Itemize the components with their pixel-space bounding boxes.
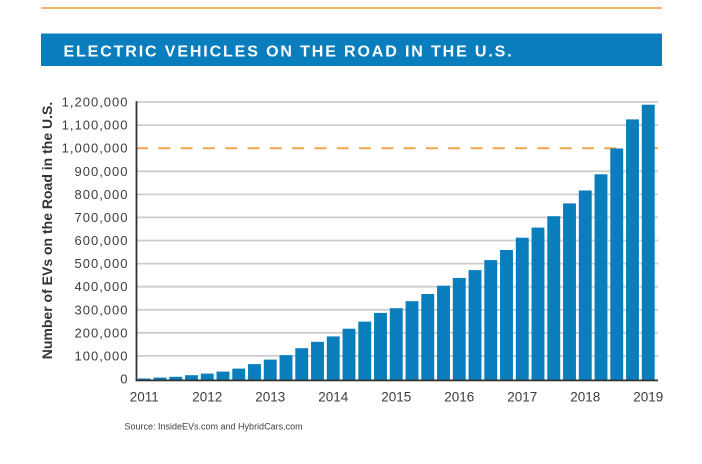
svg-text:Source: InsideEVs.com and Hybr: Source: InsideEVs.com and HybridCars.com bbox=[125, 421, 303, 431]
svg-text:200,000: 200,000 bbox=[75, 325, 129, 340]
svg-text:400,000: 400,000 bbox=[75, 279, 129, 294]
svg-text:600,000: 600,000 bbox=[75, 233, 129, 248]
svg-text:2017: 2017 bbox=[507, 390, 537, 405]
svg-text:1,100,000: 1,100,000 bbox=[62, 118, 129, 133]
svg-text:800,000: 800,000 bbox=[75, 187, 129, 202]
svg-text:700,000: 700,000 bbox=[75, 210, 129, 225]
svg-text:2015: 2015 bbox=[381, 390, 411, 405]
svg-text:2018: 2018 bbox=[570, 390, 600, 405]
svg-text:2014: 2014 bbox=[318, 390, 349, 405]
svg-text:500,000: 500,000 bbox=[75, 256, 129, 271]
svg-text:300,000: 300,000 bbox=[75, 302, 129, 317]
svg-text:ELECTRIC VEHICLES ON THE ROAD: ELECTRIC VEHICLES ON THE ROAD IN THE U.S… bbox=[64, 44, 514, 61]
svg-text:100,000: 100,000 bbox=[75, 348, 129, 363]
svg-text:0: 0 bbox=[120, 372, 128, 387]
svg-text:1,200,000: 1,200,000 bbox=[62, 95, 129, 110]
svg-text:900,000: 900,000 bbox=[75, 164, 129, 179]
svg-text:2012: 2012 bbox=[192, 390, 222, 405]
svg-text:2011: 2011 bbox=[130, 390, 159, 405]
svg-text:2016: 2016 bbox=[444, 390, 474, 405]
svg-text:1,000,000: 1,000,000 bbox=[62, 141, 129, 156]
svg-text:Number of EVs on the Road in t: Number of EVs on the Road in the U.S. bbox=[39, 102, 55, 359]
svg-text:2019: 2019 bbox=[633, 390, 663, 405]
svg-text:2013: 2013 bbox=[255, 390, 285, 405]
